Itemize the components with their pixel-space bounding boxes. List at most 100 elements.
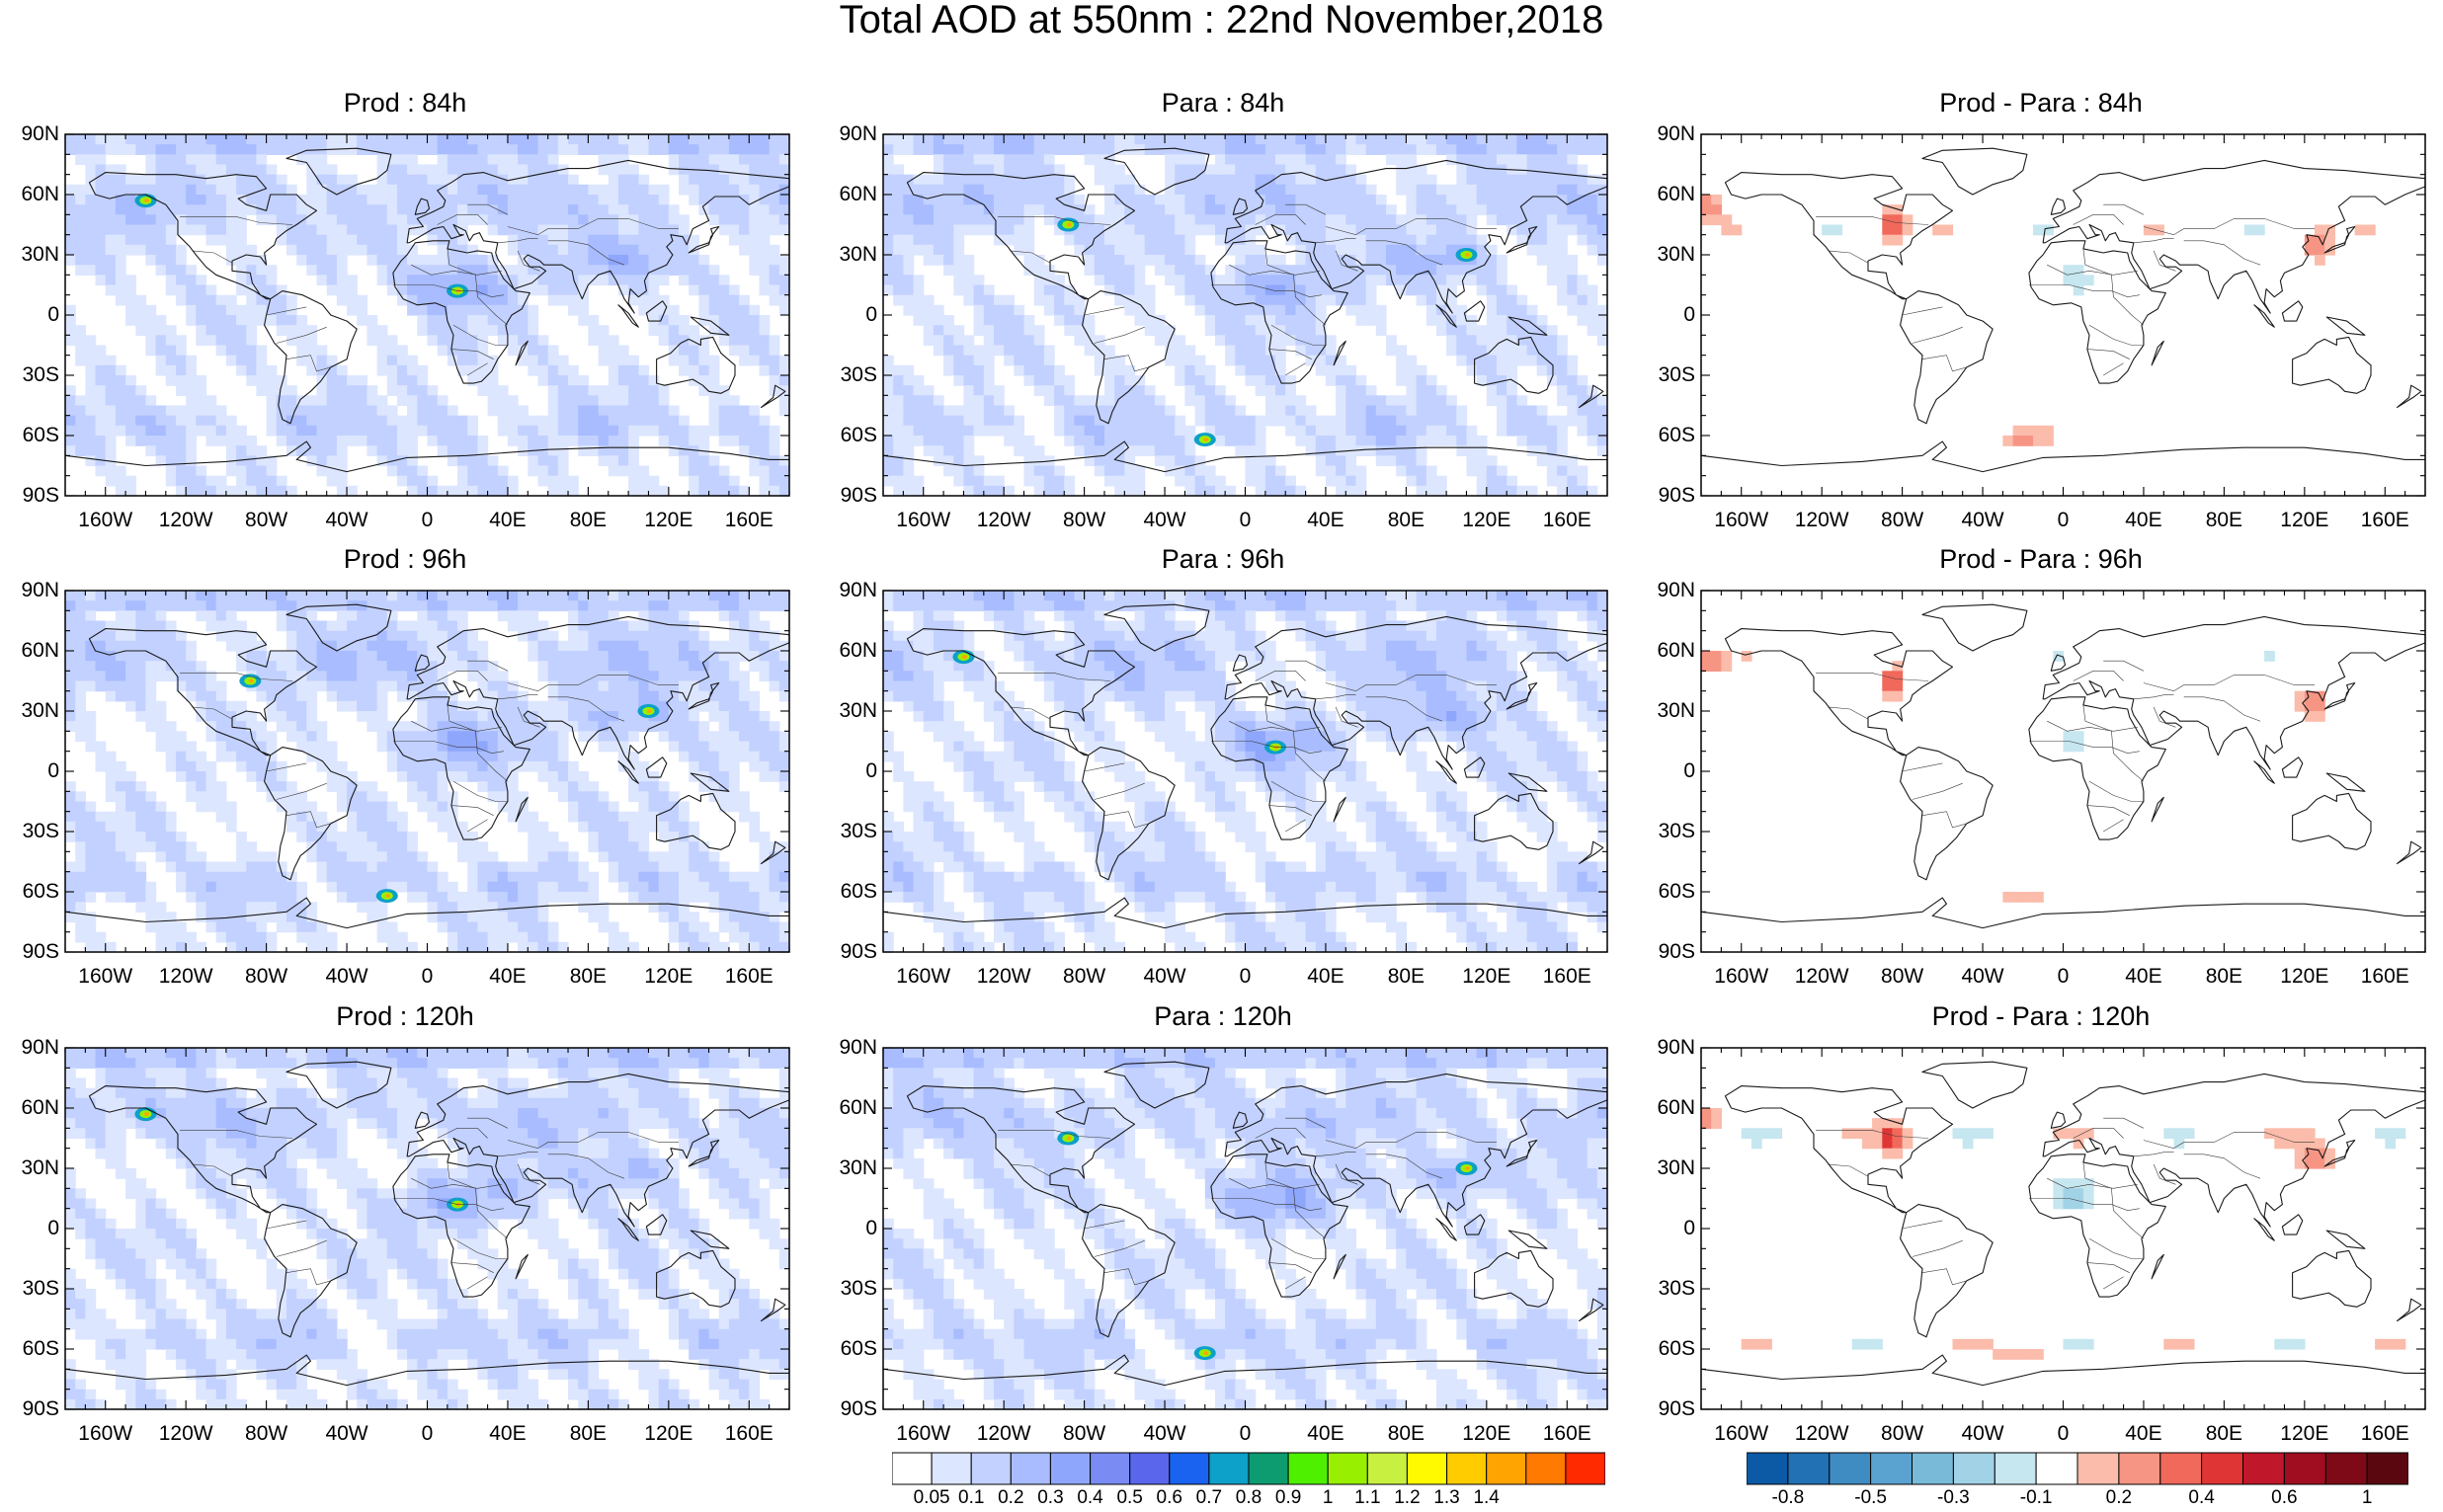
latitude-label: 90S [840,1397,877,1420]
latitude-label: 60S [22,880,59,903]
map-panel: Para : 84h 90N 60N 30N 0 30S 60S 90S 160W 120W 80W… [818,87,1628,541]
colorbar-swatch [2283,1452,2326,1485]
longitude-label: 160W [896,965,951,988]
colorbar-label: 0.7 [1195,1487,1223,1508]
latitude-label: 90N [1657,122,1695,145]
colorbar-swatch [2159,1452,2203,1485]
axis-ticks [64,1047,790,1410]
colorbar-label: 1.3 [1433,1487,1460,1508]
latitude-label: 30S [840,1277,877,1300]
colorbar-swatch [931,1452,972,1485]
country-borders [998,660,1497,833]
world-map [64,133,790,497]
latitude-label: 60N [839,183,877,205]
latitude-label: 90N [839,122,877,145]
latitude-label: 60N [21,639,59,662]
colorbar-swatch [2366,1452,2408,1485]
latitude-label: 30N [21,1156,59,1179]
longitude-label: 40E [1307,965,1344,988]
longitude-label: 120W [158,509,213,531]
axis-ticks [882,133,1608,497]
latitude-label: 60N [839,639,877,662]
panel-title: Prod : 120h [336,1001,474,1031]
coastlines [1700,603,2426,929]
colorbar-label: 0.6 [2271,1487,2298,1508]
aod-hotspot [375,889,398,904]
colorbar-label: 1.2 [1394,1487,1421,1508]
longitude-label: 120W [1794,965,1849,988]
latitude-label: 60S [22,1337,59,1360]
world-map [64,590,790,953]
longitude-label: 40W [1143,509,1186,531]
map-frame [1700,133,2426,497]
longitude-label: 80W [1881,509,1924,531]
longitude-label: 120E [644,1422,693,1445]
longitude-label: 160E [1542,1422,1591,1445]
country-borders [998,1117,1497,1290]
longitude-label: 40W [1961,965,2004,988]
longitude-label: 0 [2057,509,2070,531]
longitude-label: 120W [976,965,1031,988]
colorbar-swatch [1169,1452,1210,1485]
panel-title: Para : 84h [1161,88,1285,118]
longitude-label: 0 [1239,1422,1252,1445]
longitude-label: 160E [1542,965,1591,988]
longitude-label: 160E [724,509,774,531]
colorbar-swatch [2077,1452,2120,1485]
latitude-label: 0 [1683,1217,1695,1239]
colorbar-swatch [1912,1452,1954,1485]
country-borders [1816,1117,2315,1290]
colorbar-label: 0.1 [958,1487,985,1508]
longitude-label: 80E [1387,1422,1425,1445]
latitude-label: 90S [1658,1397,1695,1420]
latitude-label: 30N [839,243,877,266]
colorbar-swatch [2324,1452,2368,1485]
aod-colorbar: 0.05 0.1 0.2 0.3 0.4 0.5 0.6 0.7 0.8 0.9 1 1.1 1.2 1.… [892,1452,1605,1512]
map-panel: Prod - Para : 84h 90N 60N 30N 0 30S 60S 90S 160W… [1636,87,2443,541]
colorbar-label: -0.1 [2019,1487,2053,1508]
longitude-label: 120E [1462,965,1511,988]
latitude-label: 90N [1657,579,1695,601]
latitude-label: 90N [1657,1036,1695,1059]
map-panel: Para : 96h 90N 60N 30N 0 30S 60S 90S 160W 120W 80W… [818,543,1628,997]
axis-ticks [64,133,790,497]
latitude-label: 30N [839,1156,877,1179]
longitude-label: 120E [2280,965,2329,988]
world-map [882,590,1608,953]
longitude-label: 120E [2280,509,2329,531]
value-field [883,591,1608,953]
longitude-label: 40E [2125,509,2162,531]
aod-hotspot [1455,248,1478,262]
aod-hotspot [1193,1346,1216,1361]
longitude-label: 160W [78,1422,133,1445]
longitude-label: 40E [489,1422,527,1445]
longitude-label: 40E [2125,1422,2162,1445]
colorbar-swatches [892,1452,1605,1485]
longitude-label: 120E [2280,1422,2329,1445]
latitude-label: 60S [840,880,877,903]
latitude-label: 0 [1683,303,1695,326]
colorbar-label: 1.1 [1354,1487,1381,1508]
value-field [1701,1108,2406,1360]
longitude-label: 0 [2057,1422,2070,1445]
latitude-label: 30S [22,363,59,386]
aod-hotspot [637,704,660,718]
longitude-label: 0 [1239,965,1252,988]
colorbar-swatch [1366,1452,1408,1485]
world-map [882,133,1608,497]
colorbar-swatch [1010,1452,1051,1485]
longitude-label: 40E [1307,509,1344,531]
latitude-label: 30S [1658,1277,1695,1300]
colorbar-swatch [1486,1452,1527,1485]
coastlines [1700,1061,2426,1387]
map-panel: Prod - Para : 96h 90N 60N 30N 0 30S 60S 90S 160W… [1636,543,2443,997]
country-borders [1816,660,2315,833]
colorbar-label: -0.8 [1771,1487,1805,1508]
map-panel: Prod : 84h 90N 60N 30N 0 30S 60S 90S 160W 120W 80W… [0,87,810,541]
longitude-label: 0 [2057,965,2070,988]
longitude-label: 80E [569,509,608,531]
panel-title: Prod - Para : 120h [1931,1001,2151,1031]
longitude-label: 160W [78,509,133,531]
colorbar-label: 0.4 [1077,1487,1103,1508]
latitude-label: 90S [22,940,59,963]
